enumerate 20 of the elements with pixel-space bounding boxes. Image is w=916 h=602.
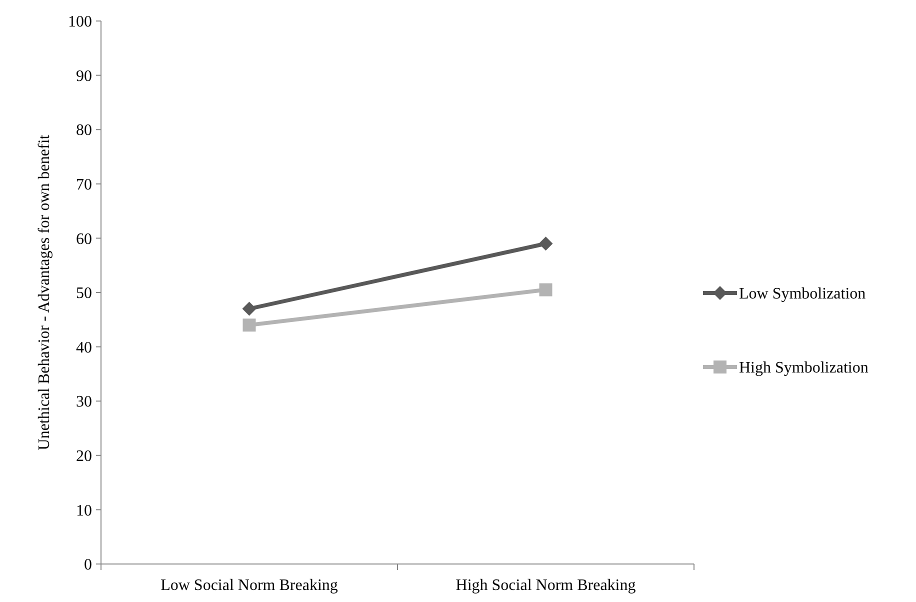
y-tick-label: 100 <box>68 14 92 31</box>
y-tick-label: 60 <box>76 230 92 248</box>
y-tick-label: 50 <box>76 285 92 302</box>
point <box>242 302 256 316</box>
y-tick-label: 30 <box>76 394 92 411</box>
y-axis-title: Unethical Behavior - Advantages for own benefit <box>36 134 53 450</box>
y-tick-label: 20 <box>76 448 92 465</box>
legend-label: High Symbolization <box>739 360 868 377</box>
point <box>539 283 552 296</box>
y-tick-label: 10 <box>76 502 92 520</box>
y-tick-label: 40 <box>76 339 92 356</box>
y-tick-label: 70 <box>76 176 92 194</box>
x-tick-label: High Social Norm Breaking <box>456 577 636 594</box>
x-tick-label: Low Social Norm Breaking <box>160 577 338 594</box>
y-tick-label: 90 <box>76 68 92 85</box>
point <box>538 236 553 251</box>
legend-label: Low Symbolization <box>739 286 866 303</box>
y-tick-label: 0 <box>84 556 92 574</box>
y-tick-label: 80 <box>76 122 92 140</box>
point <box>242 318 256 332</box>
